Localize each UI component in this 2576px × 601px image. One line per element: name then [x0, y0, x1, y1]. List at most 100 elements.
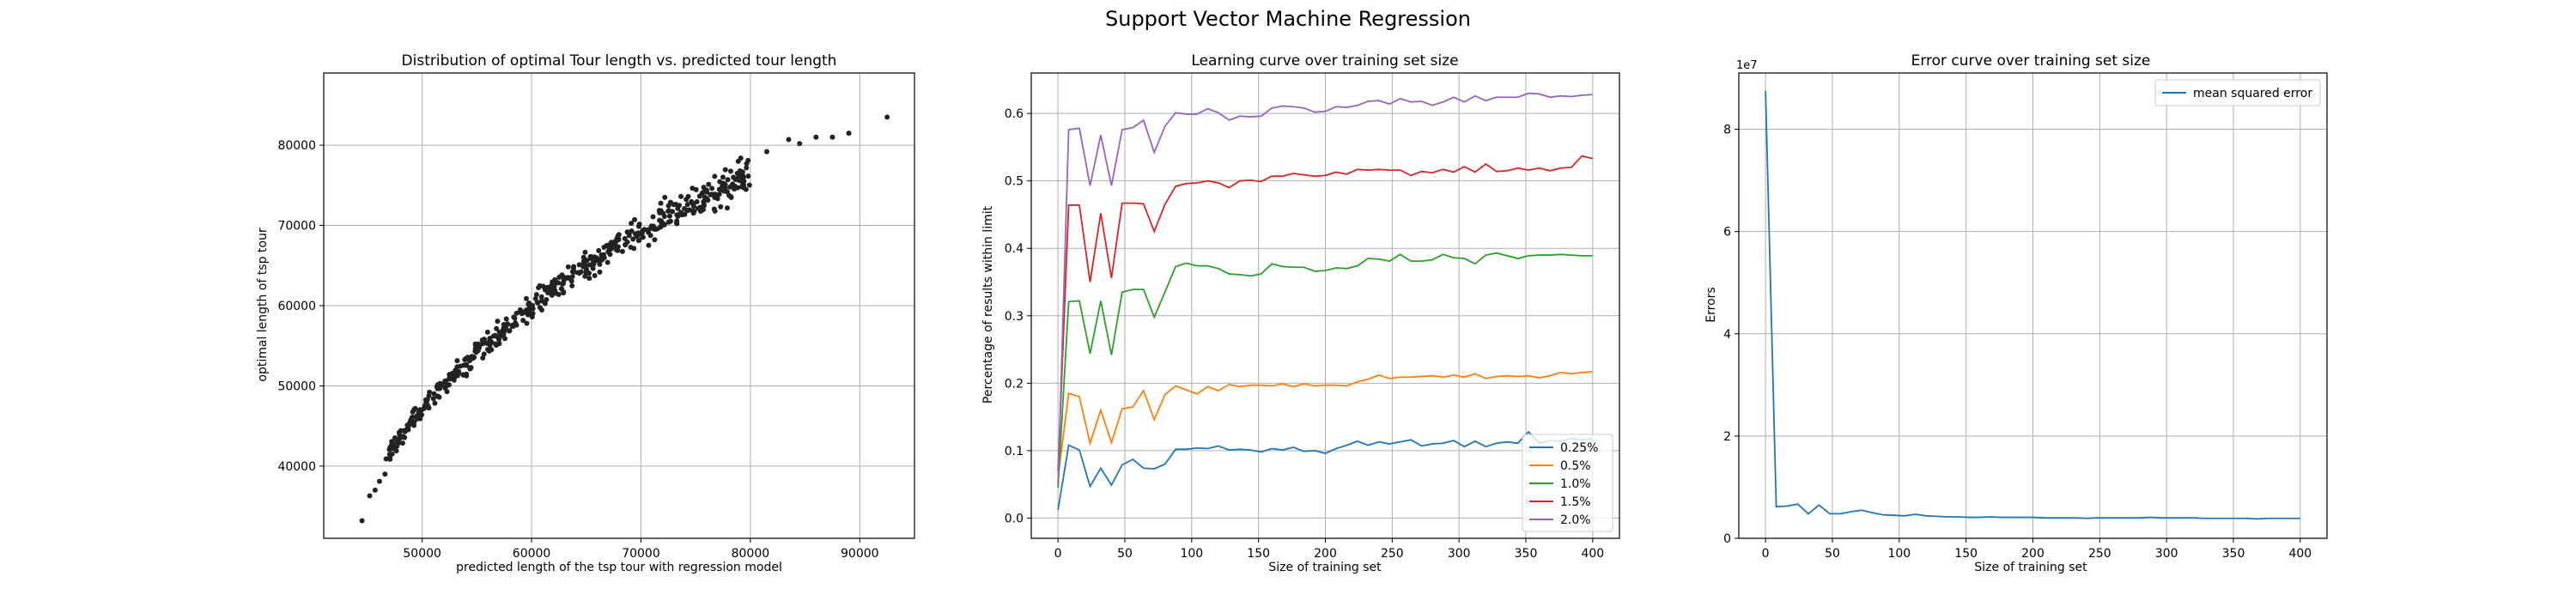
- scatter-point: [487, 335, 493, 341]
- scatter-point: [736, 178, 742, 184]
- scatter-point: [746, 182, 752, 188]
- scatter-point: [431, 391, 437, 397]
- x-tick-label: 100: [1887, 547, 1911, 561]
- grid-lines: [1739, 73, 2327, 539]
- legend-label: 1.0%: [1560, 477, 1591, 491]
- scatter-point: [735, 185, 741, 191]
- scatter-point: [405, 427, 411, 433]
- x-tick-label: 200: [2021, 547, 2044, 561]
- scatter-point: [408, 421, 414, 427]
- scatter-point: [682, 205, 688, 211]
- y-tick-label: 40000: [277, 460, 316, 474]
- scatter-point: [398, 428, 404, 434]
- scatter-point: [494, 325, 500, 331]
- scatter-point: [580, 264, 586, 270]
- scatter-point: [619, 248, 625, 254]
- scatter-point: [383, 456, 389, 462]
- scatter-point: [706, 181, 712, 187]
- scatter-point: [590, 265, 596, 271]
- scatter-point: [450, 370, 456, 376]
- scatter-point: [612, 240, 618, 246]
- scatter-point: [662, 194, 668, 200]
- scatter-point: [542, 300, 548, 306]
- scatter-point: [597, 261, 603, 267]
- scatter-point: [813, 134, 819, 140]
- scatter-point: [665, 203, 671, 209]
- x-tick-label: 0: [1762, 547, 1770, 561]
- scatter-point: [709, 185, 715, 191]
- scatter-point: [460, 372, 466, 378]
- y-tick-label: 80000: [277, 139, 316, 153]
- x-tick-label: 300: [2155, 547, 2178, 561]
- scatter-point: [536, 285, 542, 291]
- series-line: [1057, 155, 1594, 471]
- x-tick-label: 60000: [513, 547, 551, 561]
- scatter-point: [717, 179, 723, 185]
- legend: 0.25% 0.5% 1.0% 1.5% 2.0%: [1522, 434, 1613, 532]
- x-tick-label: 200: [1314, 547, 1337, 561]
- scatter-point: [745, 173, 751, 179]
- scatter-point: [387, 456, 393, 462]
- scatter-point: [690, 203, 696, 209]
- scatter-point: [671, 202, 677, 208]
- y-axis-label: Errors: [1704, 287, 1718, 322]
- x-tick-label: 100: [1180, 547, 1203, 561]
- scatter-point: [632, 216, 638, 222]
- scatter-point: [657, 217, 663, 223]
- scatter-point: [376, 478, 382, 484]
- scatter-point: [367, 493, 373, 499]
- scatter-point: [569, 282, 575, 288]
- x-tick-label: 80000: [732, 547, 770, 561]
- scatter-point: [730, 181, 736, 187]
- scatter-point: [518, 308, 524, 314]
- scatter-point: [434, 382, 440, 388]
- scatter-point: [479, 341, 485, 347]
- scatter-point: [468, 365, 474, 371]
- scatter-point: [584, 258, 590, 264]
- scatter-point: [722, 167, 728, 173]
- scatter-point: [658, 200, 664, 206]
- y-tick-label: 0.2: [1005, 377, 1024, 391]
- scatter-point: [744, 165, 750, 171]
- series-lines: [1057, 92, 1594, 511]
- y-axis-label: Percentage of results within limit: [981, 205, 995, 404]
- scatter-point: [559, 272, 565, 278]
- scatter-point: [565, 264, 571, 270]
- x-tick-label: 300: [1448, 547, 1471, 561]
- scatter-point: [451, 377, 457, 383]
- scatter-point: [604, 243, 610, 249]
- x-axis-label: Size of training set: [1974, 561, 2087, 574]
- scatter-point: [640, 228, 646, 234]
- scatter-point: [484, 329, 490, 335]
- figure-title: Support Vector Machine Regression: [1105, 7, 1471, 31]
- scatter-point: [636, 237, 642, 243]
- legend-box: [1522, 434, 1613, 532]
- scatter-point: [495, 319, 501, 325]
- grid-lines: [324, 73, 914, 538]
- scatter-point: [735, 158, 741, 164]
- scatter-point: [582, 249, 588, 255]
- scatter-point: [523, 295, 529, 301]
- x-tick-label: 150: [1954, 547, 1978, 561]
- scatter-point: [545, 289, 551, 295]
- scatter-point: [682, 211, 688, 217]
- scatter-point: [720, 174, 726, 180]
- scatter-point: [690, 185, 696, 191]
- scatter-point: [520, 318, 526, 324]
- scatter-point: [473, 349, 479, 355]
- scatter-point: [676, 203, 682, 209]
- scatter-point: [480, 355, 486, 361]
- scatter-point: [394, 443, 400, 449]
- scatter-point: [501, 325, 507, 331]
- scatter-point: [535, 300, 541, 306]
- x-tick-label: 50000: [403, 547, 441, 561]
- scatter-point: [395, 437, 401, 443]
- scatter-point: [556, 280, 562, 286]
- y-tick-label: 50000: [277, 379, 316, 393]
- series-line: [1057, 371, 1593, 478]
- scatter-point: [694, 199, 700, 205]
